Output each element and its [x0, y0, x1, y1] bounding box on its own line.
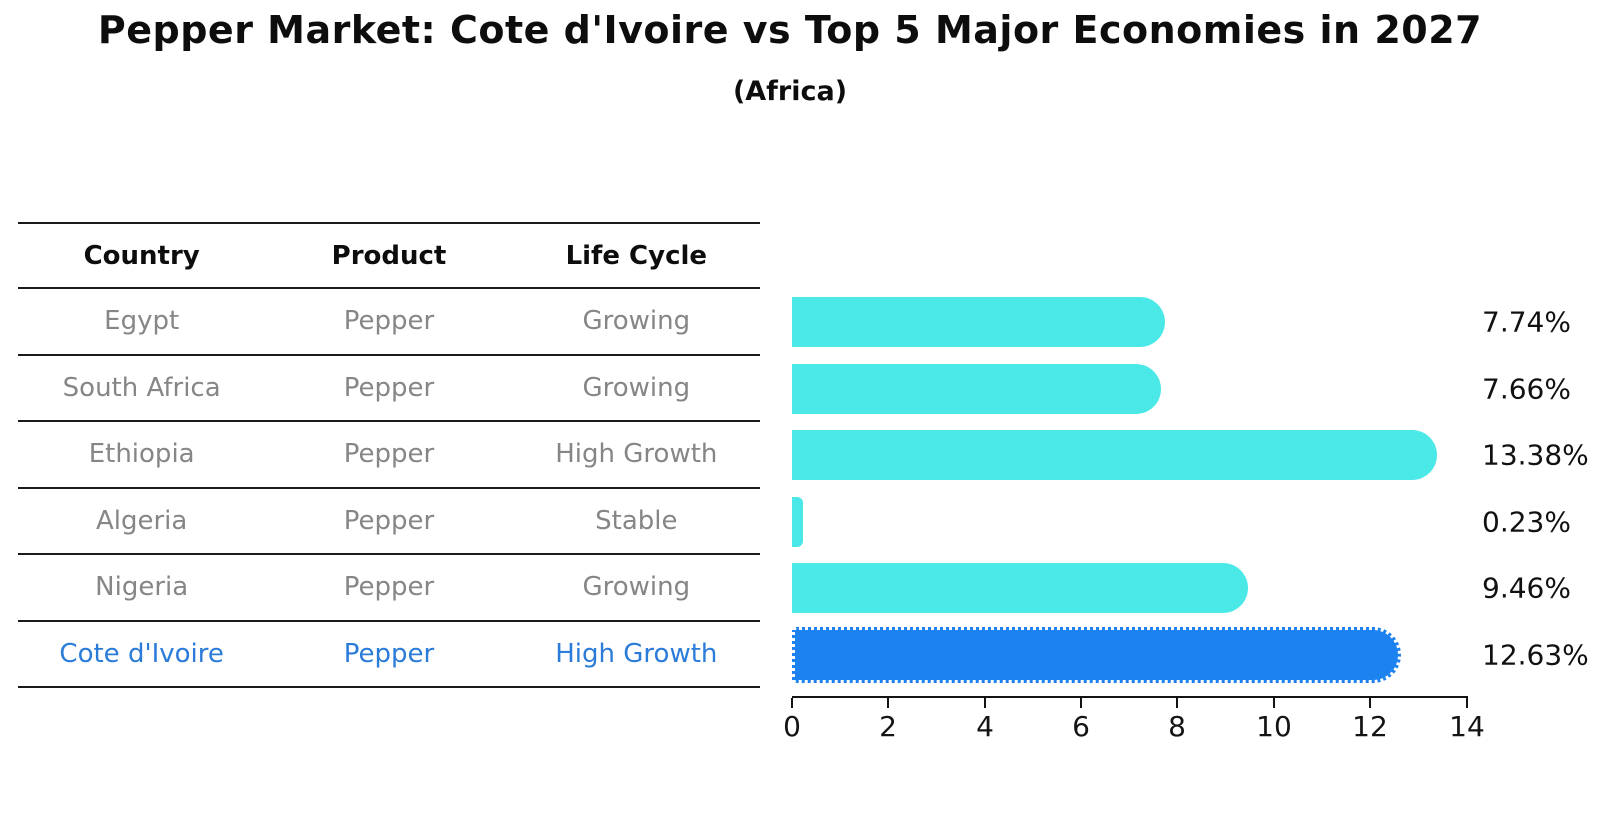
bar-nigeria: [792, 563, 1248, 613]
bar-egypt: [792, 297, 1165, 347]
table-row: Egypt Pepper Growing: [18, 289, 760, 356]
table-row: Nigeria Pepper Growing: [18, 555, 760, 622]
product-cell: Pepper: [343, 439, 435, 470]
x-axis-tick-label: 6: [1072, 710, 1090, 743]
chart-title: Pepper Market: Cote d'Ivoire vs Top 5 Ma…: [97, 8, 1483, 52]
bar-value-label: 0.23%: [1482, 505, 1571, 539]
product-cell: Pepper: [343, 372, 435, 403]
lifecycle-cell: Stable: [595, 505, 678, 536]
country-cell: Ethiopia: [88, 439, 195, 470]
table-row: Ethiopia Pepper High Growth: [18, 422, 760, 489]
chart-subtitle: (Africa): [732, 76, 848, 107]
x-axis-tick-label: 10: [1256, 710, 1292, 743]
bar-ethiopia: [792, 430, 1437, 480]
x-axis-tick: [1273, 698, 1275, 708]
bar-value-label: 13.38%: [1482, 438, 1589, 472]
x-axis-tick-label: 0: [783, 710, 801, 743]
product-cell: Pepper: [343, 505, 435, 536]
x-axis-tick-label: 2: [879, 710, 897, 743]
lifecycle-cell: High Growth: [555, 638, 718, 669]
x-axis: [792, 696, 1468, 698]
bar-south-africa: [792, 364, 1161, 414]
product-cell: Pepper: [343, 572, 435, 603]
x-axis-tick: [1080, 698, 1082, 708]
country-cell: Egypt: [104, 306, 180, 337]
x-axis-tick-label: 8: [1168, 710, 1186, 743]
table-row: South Africa Pepper Growing: [18, 356, 760, 422]
x-axis-tick: [1176, 698, 1178, 708]
x-axis-tick-label: 4: [976, 710, 994, 743]
country-cell: Cote d'Ivoire: [59, 638, 224, 669]
table-body: Egypt Pepper Growing South Africa Pepper Grow…: [18, 289, 760, 688]
lifecycle-cell: High Growth: [555, 439, 718, 470]
header-product: Product: [331, 240, 447, 271]
lifecycle-cell: Growing: [582, 372, 691, 403]
x-axis-tick-label: 14: [1449, 710, 1485, 743]
x-axis-tick: [791, 698, 793, 708]
lifecycle-cell: Growing: [582, 306, 691, 337]
bar-value-label: 7.66%: [1482, 372, 1571, 406]
table-row: Algeria Pepper Stable: [18, 489, 760, 555]
header-life-cycle: Life Cycle: [565, 240, 708, 271]
table-row: Cote d'Ivoire Pepper High Growth: [18, 622, 760, 688]
country-cell: South Africa: [62, 372, 221, 403]
bar-algeria: [792, 497, 803, 547]
x-axis-tick-label: 12: [1352, 710, 1388, 743]
header-country: Country: [83, 240, 200, 271]
lifecycle-cell: Growing: [582, 572, 691, 603]
table-header-row: Country Product Life Cycle: [18, 222, 760, 289]
bar-value-label: 7.74%: [1482, 305, 1571, 339]
bar-value-label: 9.46%: [1482, 571, 1571, 605]
x-axis-tick: [887, 698, 889, 708]
product-cell: Pepper: [343, 306, 435, 337]
product-cell: Pepper: [343, 638, 435, 669]
x-axis-tick: [984, 698, 986, 708]
bar-highlight-cote-d-ivoire: [792, 627, 1401, 683]
comparison-table: Country Product Life Cycle Egypt Pepper Gr…: [18, 222, 760, 688]
country-cell: Nigeria: [95, 572, 189, 603]
x-axis-tick: [1466, 698, 1468, 708]
bar-value-label: 12.63%: [1482, 638, 1589, 672]
country-cell: Algeria: [95, 505, 188, 536]
x-axis-tick: [1369, 698, 1371, 708]
